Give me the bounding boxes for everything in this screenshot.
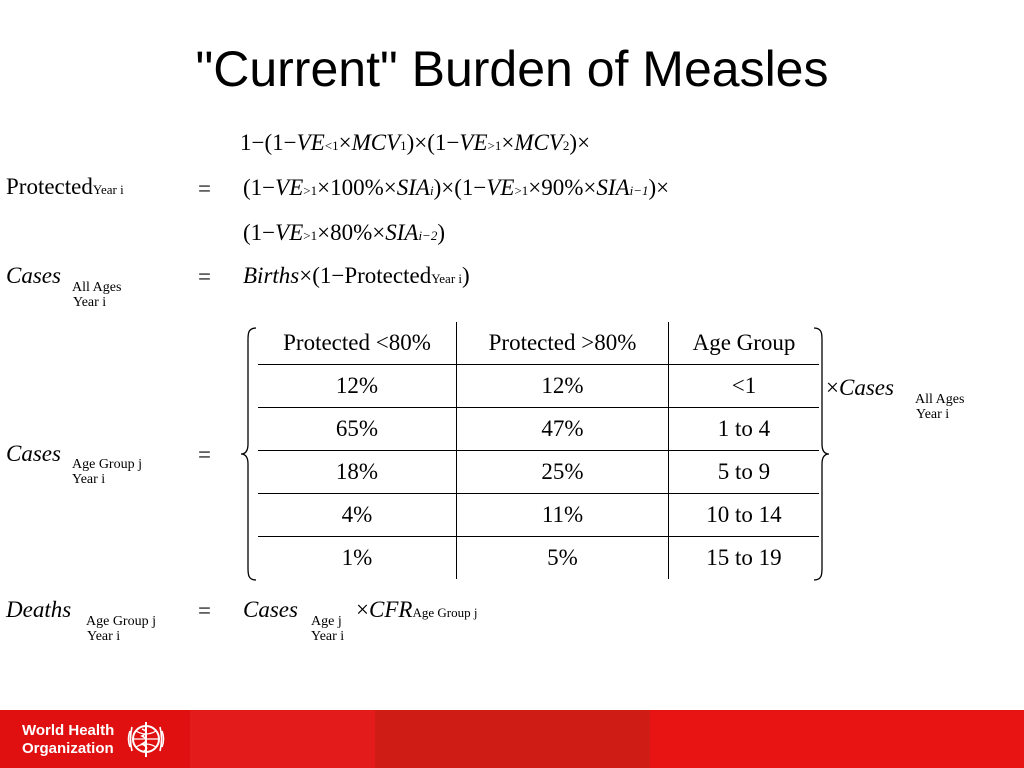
- table-row: 18% 25% 5 to 9: [258, 450, 819, 494]
- cases-all-rhs: Births×(1−ProtectedYear i): [243, 263, 470, 288]
- deaths-equals: =: [198, 598, 211, 623]
- cell-protected-over-80: 11%: [456, 493, 669, 537]
- header-protected-over-80: Protected >80%: [456, 322, 669, 365]
- header-age-group: Age Group: [668, 322, 819, 365]
- cell-age-group: 10 to 14: [668, 493, 819, 537]
- cell-protected-under-80: 12%: [258, 364, 457, 408]
- cases-group-lhs: Cases: [6, 441, 61, 466]
- protected-line-2: (1−VE>1×100%×SIAi)×(1−VE>1×90%×SIAi−1)×: [243, 175, 670, 200]
- cell-protected-over-80: 12%: [456, 364, 669, 408]
- cell-protected-over-80: 25%: [456, 450, 669, 494]
- protected-equals: =: [198, 176, 211, 201]
- table-row: 4% 11% 10 to 14: [258, 493, 819, 537]
- cell-protected-under-80: 65%: [258, 407, 457, 451]
- right-brace-icon: [813, 327, 830, 581]
- who-logo-text: World Health Organization: [22, 722, 115, 757]
- cases-group-rhs: ×Cases: [826, 375, 894, 400]
- table-row: 65% 47% 1 to 4: [258, 407, 819, 451]
- header-protected-under-80: Protected <80%: [283, 330, 431, 355]
- footer-segment-3: [650, 710, 1024, 768]
- cases-group-equals: =: [198, 442, 211, 467]
- table-header-row: Protected <80% Protected >80% Age Group: [258, 322, 819, 365]
- cell-age-group: 1 to 4: [668, 407, 819, 451]
- cell-protected-under-80: 4%: [258, 493, 457, 537]
- deaths-lhs: Deaths: [6, 597, 72, 622]
- cell-age-group: 15 to 19: [668, 536, 819, 579]
- cell-protected-over-80: 47%: [456, 407, 669, 451]
- table-row: 12% 12% <1: [258, 364, 819, 408]
- cell-age-group: 5 to 9: [668, 450, 819, 494]
- footer-bar: World Health Organization: [0, 710, 1024, 768]
- cell-age-group: <1: [668, 364, 819, 408]
- cases-all-equals: =: [198, 264, 211, 289]
- footer-segment-2: [375, 710, 650, 768]
- protected-line-3: (1−VE>1×80%×SIAi−2): [243, 220, 445, 245]
- cases-group-lhs-sub: Age Group j Year i: [72, 457, 142, 487]
- table-row: 1% 5% 15 to 19: [258, 536, 819, 579]
- cell-protected-under-80: 18%: [258, 450, 457, 494]
- deaths-cfr: ×CFRAge Group j: [356, 597, 478, 622]
- deaths-cases-sub: Age j Year i: [311, 614, 345, 644]
- cases-group-rhs-sub: All Ages Year i: [915, 392, 965, 422]
- cell-protected-over-80: 5%: [456, 536, 669, 579]
- deaths-lhs-sub: Age Group j Year i: [86, 614, 156, 644]
- deaths-cases: Cases: [243, 597, 298, 622]
- cases-all-lhs: Cases: [6, 263, 61, 288]
- age-distribution-table: Protected <80% Protected >80% Age Group …: [258, 322, 819, 579]
- protected-lhs: ProtectedYear i: [6, 174, 124, 199]
- cases-all-lhs-sub: All Ages Year i: [72, 280, 122, 310]
- slide-title: "Current" Burden of Measles: [195, 41, 829, 97]
- protected-line-1: 1−(1−VE<1×MCV1)×(1−VE>1×MCV2)×: [240, 130, 591, 155]
- who-emblem-icon: [127, 722, 165, 757]
- cell-protected-under-80: 1%: [258, 536, 457, 579]
- left-brace-icon: [240, 327, 257, 581]
